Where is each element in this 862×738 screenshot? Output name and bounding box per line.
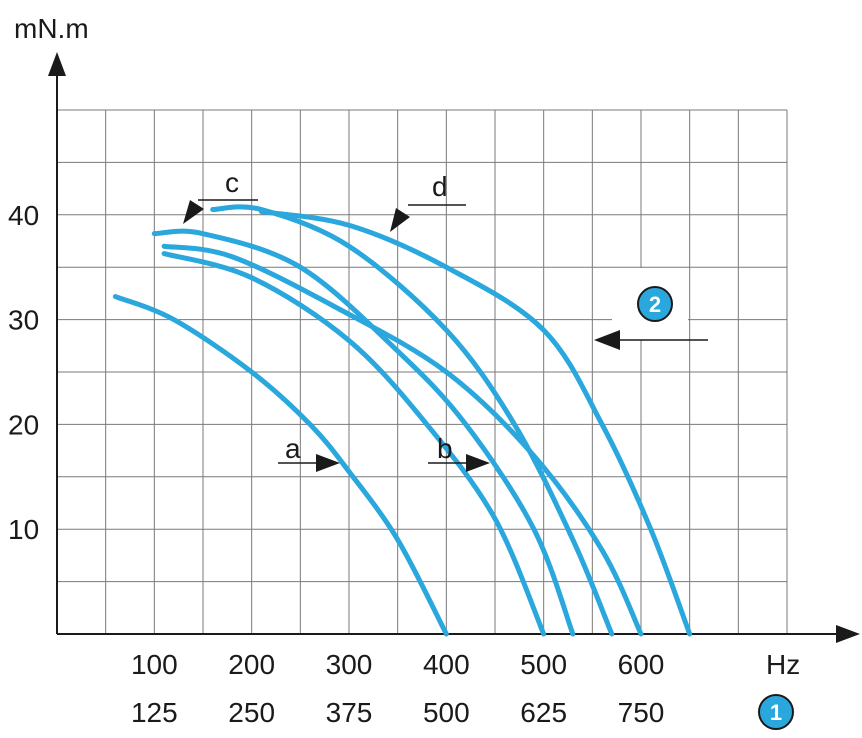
badge-1-label: 1 [770,700,782,725]
x-axis-arrow-icon [836,625,860,643]
annotation-b: b [428,433,490,472]
badge-1-icon [758,694,794,730]
annotation-c-arrow-icon [183,200,204,224]
badge-2-callout: 2 [594,268,708,350]
x-tick-label-row2: 125 [131,697,178,728]
torque-curve-b [161,251,547,637]
badge-2-label: 2 [649,292,661,317]
x-tick-label-row1: 600 [618,649,665,680]
annotation-d-arrow-icon [390,208,410,232]
y-tick-label: 20 [8,409,39,440]
curves [112,204,693,637]
x-tick-label-row2: 750 [618,697,665,728]
curve-label-a: a [285,433,301,464]
torque-curve-c [151,228,576,637]
annotation-a-arrow-icon [316,454,340,472]
x-tick-label-row2: 250 [228,697,275,728]
badge-2-icon [637,286,673,322]
torque-curve-5 [161,243,644,637]
grid [57,109,788,634]
x-axis-label: Hz [766,649,800,680]
annotation-a: a [278,433,340,472]
y-tick-label: 10 [8,514,39,545]
x-tick-label-row2: 500 [423,697,470,728]
y-tick-label: 40 [8,200,39,231]
x-tick-label-row1: 400 [423,649,470,680]
curve-label-b: b [437,433,453,464]
y-axis-arrow-icon [48,52,66,76]
annotation-d: d [390,171,466,232]
y-axis-label: mN.m [14,13,89,44]
x-tick-label-row1: 300 [326,649,373,680]
x-tick-label-row2: 625 [520,697,567,728]
torque-curve-a [112,294,449,637]
curve-label-c: c [225,167,239,198]
badge-2-arrow-icon [594,330,620,350]
curve-label-d: d [432,171,448,202]
x-tick-label-row1: 200 [228,649,275,680]
annotation-c: c [183,167,258,224]
x-tick-label-row1: 500 [520,649,567,680]
x-tick-label-row2: 375 [326,697,373,728]
torque-curve-d [258,209,693,637]
badge-1-callout: 1 [758,694,794,730]
annotation-b-arrow-icon [466,454,490,472]
ticks: 10 20 30 40 100 200 300 400 500 600 125 250 375 500 62… [8,200,664,728]
x-tick-label-row1: 100 [131,649,178,680]
y-tick-label: 30 [8,305,39,336]
